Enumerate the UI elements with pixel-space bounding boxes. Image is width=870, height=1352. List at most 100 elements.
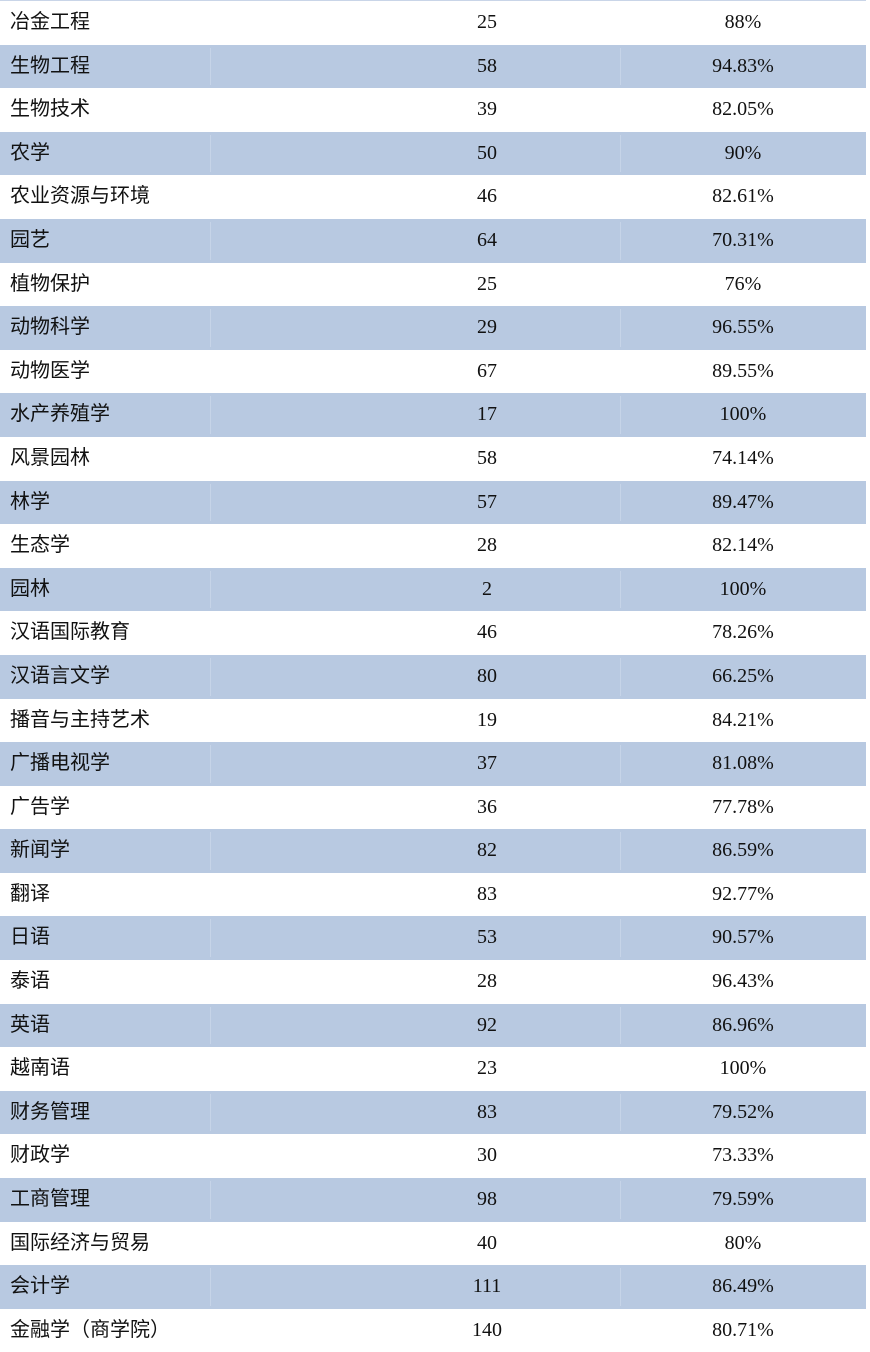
table-row: 越南语 23 100% — [0, 1047, 866, 1091]
rate-cell: 73.33% — [712, 1144, 774, 1167]
major-cell: 越南语 — [10, 1057, 70, 1080]
table-row: 园艺 64 70.31% — [0, 218, 866, 263]
major-cell: 金融学（商学院） — [10, 1318, 170, 1341]
rate-cell: 94.83% — [712, 54, 774, 77]
rate-cell: 100% — [719, 403, 767, 426]
major-cell: 财务管理 — [10, 1100, 90, 1123]
count-cell: 25 — [477, 11, 497, 33]
table-row: 日语 53 90.57% — [0, 916, 866, 961]
count-cell: 25 — [477, 272, 497, 295]
table-top-border — [0, 0, 866, 1]
rate-cell: 89.47% — [712, 490, 774, 513]
table-row: 生物工程 58 94.83% — [0, 44, 866, 89]
major-cell: 林学 — [10, 490, 50, 513]
rate-cell: 82.14% — [712, 534, 774, 557]
major-cell: 动物科学 — [10, 316, 90, 339]
count-cell: 2 — [482, 577, 492, 600]
count-cell: 29 — [477, 316, 497, 339]
count-cell: 53 — [477, 926, 497, 949]
rate-cell: 79.52% — [712, 1100, 774, 1123]
rate-cell: 86.49% — [712, 1275, 774, 1298]
rate-cell: 90.57% — [712, 926, 774, 949]
table-row: 国际经济与贸易 40 80% — [0, 1222, 866, 1266]
table-row: 冶金工程 25 88% — [0, 1, 866, 45]
major-cell: 冶金工程 — [10, 11, 90, 33]
table-row: 生物技术 39 82.05% — [0, 88, 866, 132]
count-cell: 92 — [477, 1013, 497, 1036]
major-cell: 动物医学 — [10, 359, 90, 382]
table-row: 汉语言文学 80 66.25% — [0, 654, 866, 699]
count-cell: 28 — [477, 970, 497, 993]
rate-cell: 82.05% — [712, 98, 774, 121]
table-row: 播音与主持艺术 19 84.21% — [0, 699, 866, 743]
major-cell: 农学 — [10, 141, 50, 164]
rate-cell: 74.14% — [712, 446, 774, 469]
count-cell: 98 — [477, 1188, 497, 1211]
count-cell: 40 — [477, 1231, 497, 1254]
count-cell: 39 — [477, 98, 497, 121]
count-cell: 50 — [477, 141, 497, 164]
count-cell: 17 — [477, 403, 497, 426]
count-cell: 37 — [477, 752, 497, 775]
table-row: 翻译 83 92.77% — [0, 873, 866, 917]
count-cell: 140 — [472, 1318, 502, 1341]
count-cell: 58 — [477, 446, 497, 469]
count-cell: 46 — [477, 185, 497, 208]
major-cell: 泰语 — [10, 970, 50, 993]
table-row: 汉语国际教育 46 78.26% — [0, 611, 866, 655]
major-cell: 水产养殖学 — [10, 403, 110, 426]
major-cell: 生物技术 — [10, 98, 90, 121]
rate-cell: 78.26% — [712, 621, 774, 644]
major-cell: 广播电视学 — [10, 752, 110, 775]
count-cell: 64 — [477, 228, 497, 251]
major-cell: 会计学 — [10, 1275, 70, 1298]
major-cell: 工商管理 — [10, 1188, 90, 1211]
table-row: 财务管理 83 79.52% — [0, 1090, 866, 1135]
table-row: 泰语 28 96.43% — [0, 960, 866, 1004]
major-cell: 广告学 — [10, 795, 70, 818]
table-row: 英语 92 86.96% — [0, 1003, 866, 1048]
rate-cell: 80% — [724, 1231, 762, 1254]
table-row: 会计学 111 86.49% — [0, 1265, 866, 1309]
major-cell: 翻译 — [10, 882, 50, 905]
table-row: 水产养殖学 17 100% — [0, 393, 866, 437]
count-cell: 46 — [477, 621, 497, 644]
rate-cell: 79.59% — [712, 1188, 774, 1211]
count-cell: 19 — [477, 708, 497, 731]
count-cell: 23 — [477, 1057, 497, 1080]
rate-cell: 81.08% — [712, 752, 774, 775]
table-row: 工商管理 98 79.59% — [0, 1178, 866, 1222]
rate-cell: 86.59% — [712, 839, 774, 862]
table-row: 新闻学 82 86.59% — [0, 829, 866, 873]
table-row: 林学 57 89.47% — [0, 480, 866, 525]
major-cell: 英语 — [10, 1013, 50, 1036]
rate-cell: 88% — [724, 11, 762, 33]
rate-cell: 76% — [724, 272, 762, 295]
table-row: 财政学 30 73.33% — [0, 1134, 866, 1178]
rate-cell: 100% — [719, 1057, 767, 1080]
major-cell: 风景园林 — [10, 446, 90, 469]
count-cell: 111 — [472, 1275, 502, 1298]
major-cell: 汉语言文学 — [10, 664, 110, 687]
count-cell: 58 — [477, 54, 497, 77]
rate-cell: 86.96% — [712, 1013, 774, 1036]
table-row: 动物科学 29 96.55% — [0, 306, 866, 350]
table-row: 广播电视学 37 81.08% — [0, 742, 866, 786]
count-cell: 83 — [477, 1100, 497, 1123]
rate-cell: 77.78% — [712, 795, 774, 818]
count-cell: 67 — [477, 359, 497, 382]
count-cell: 83 — [477, 882, 497, 905]
table-row: 动物医学 67 89.55% — [0, 350, 866, 394]
table-row: 农学 50 90% — [0, 131, 866, 176]
table-row: 园林 2 100% — [0, 567, 866, 612]
table-row: 生态学 28 82.14% — [0, 524, 866, 568]
rate-cell: 80.71% — [712, 1318, 774, 1341]
table-row: 植物保护 25 76% — [0, 263, 866, 307]
major-cell: 国际经济与贸易 — [10, 1231, 150, 1254]
major-cell: 园林 — [10, 577, 50, 600]
count-cell: 80 — [477, 664, 497, 687]
count-cell: 57 — [477, 490, 497, 513]
count-cell: 36 — [477, 795, 497, 818]
major-cell: 植物保护 — [10, 272, 90, 295]
